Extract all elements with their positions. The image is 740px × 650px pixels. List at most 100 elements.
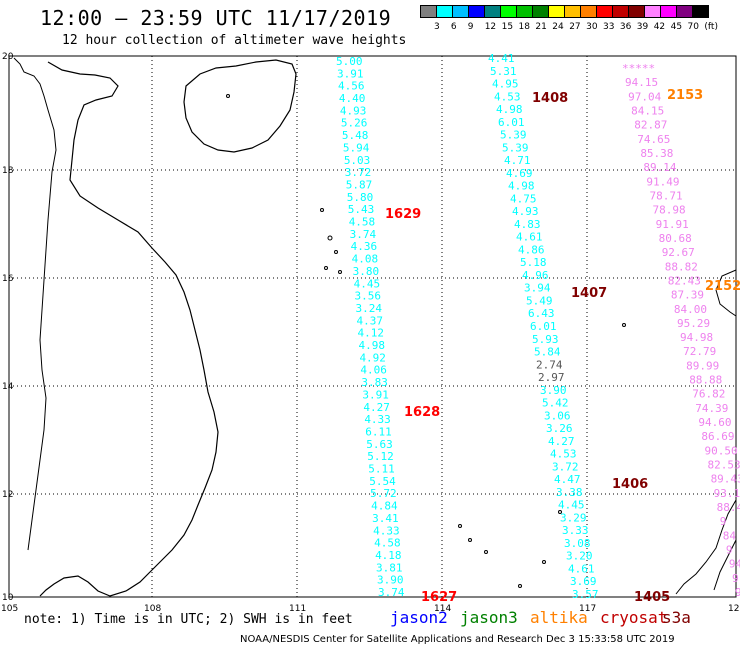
colorbar-label: 45	[670, 22, 683, 32]
swh-value: 3.74	[378, 586, 405, 599]
swh-value: 4.58	[374, 537, 401, 550]
swh-value: 72.79	[683, 345, 716, 358]
swh-value: 3.83	[361, 376, 388, 389]
swh-value: 3.69	[570, 575, 597, 588]
swh-value: 4.37	[357, 314, 384, 327]
swh-value: 93.11	[714, 487, 740, 500]
swh-value: 5.94	[343, 141, 370, 154]
swh-value: 3.91	[337, 67, 364, 80]
swh-value: 3.91	[362, 388, 389, 401]
swh-value: 84.15	[631, 104, 664, 117]
longitude-label: 111	[289, 604, 306, 614]
colorbar-label: 33	[603, 22, 615, 32]
swh-value: 5.63	[366, 438, 393, 451]
swh-value: 4.41	[488, 52, 515, 65]
swh-value: 3.24	[356, 302, 383, 315]
swh-value: 9	[735, 586, 740, 599]
axis-labels: 105 108 111 114 117 120 20 18 16 14 12 10	[1, 52, 740, 614]
colorbar-label: 12	[484, 22, 497, 32]
longitude-label: 108	[144, 604, 161, 614]
swh-value: 3.29	[560, 511, 587, 524]
swh-value: 4.92	[359, 351, 386, 364]
swh-value: 5.54	[369, 475, 396, 488]
swh-value: 78.98	[653, 204, 686, 217]
colorbar-label: 15	[501, 22, 514, 32]
swh-value: 80.68	[659, 232, 692, 245]
legend-jason2: jason2	[390, 608, 448, 627]
map-title: 12:00 – 23:59 UTC 11/17/2019	[40, 6, 392, 30]
swh-value: 86.69	[701, 430, 734, 443]
colorbar-swatch	[692, 5, 709, 18]
swh-value: 5.93	[532, 333, 559, 346]
latitude-label: 18	[2, 166, 14, 176]
swh-value: 4.93	[512, 205, 539, 218]
swh-value: 5.72	[370, 487, 397, 500]
swh-value: 2.74	[536, 358, 563, 371]
swh-value: 4.47	[554, 473, 581, 486]
latitude-label: 20	[2, 52, 14, 62]
latitude-label: 10	[2, 593, 14, 603]
swh-value: 74.39	[695, 402, 728, 415]
swh-value: 3.81	[376, 561, 403, 574]
colorbar-label: 21	[535, 22, 547, 32]
coastline-indochina	[39, 61, 219, 597]
swh-value: 82.53	[708, 459, 740, 472]
swh-value: 4.84	[371, 500, 398, 513]
swh-value: 9	[732, 572, 739, 585]
swh-value: 9	[720, 515, 727, 528]
swh-value: 5.18	[520, 256, 547, 269]
swh-value: 4.27	[363, 401, 390, 414]
pass-time-label: 1629	[385, 207, 421, 222]
swh-value: 92.67	[662, 246, 695, 259]
swh-value: 6.11	[365, 425, 392, 438]
swh-value: 3.90	[540, 384, 567, 397]
latitude-label: 14	[2, 382, 14, 392]
swh-value: 4.98	[358, 339, 385, 352]
swh-value: 84	[723, 529, 737, 542]
colorbar-label: 70	[687, 22, 699, 32]
swh-value: 5.03	[344, 154, 371, 167]
swh-value: 5.80	[347, 191, 374, 204]
swh-value: 88.82	[665, 260, 698, 273]
map-subtitle: 12 hour collection of altimeter wave hei…	[62, 33, 407, 48]
swh-value: 5.43	[348, 203, 375, 216]
swh-value: 4.75	[510, 192, 537, 205]
swh-value: 3.08	[564, 537, 591, 550]
swh-value: 4.53	[550, 448, 577, 461]
swh-value: 82.43	[668, 274, 701, 287]
swh-value: 4.95	[492, 78, 519, 91]
swh-value: 4.45	[558, 499, 585, 512]
longitude-label: 120	[728, 604, 740, 614]
swh-value: 4.69	[506, 167, 533, 180]
swh-value: 4.33	[373, 524, 400, 537]
swh-value: 4.61	[568, 562, 595, 575]
colorbar-label: 24	[552, 22, 564, 32]
swh-value: 78.71	[649, 189, 682, 202]
swh-value: 6.01	[498, 116, 525, 129]
swh-value: 74.65	[637, 133, 670, 146]
swh-value: 9	[726, 544, 733, 557]
swh-value: 4.53	[494, 90, 521, 103]
swh-value: 84.00	[674, 303, 707, 316]
map-frame	[8, 55, 737, 598]
swh-value: 89.43	[711, 473, 740, 486]
longitude-label: 114	[434, 604, 451, 614]
colorbar-label: 39	[636, 22, 649, 32]
pass-time-label: 2152	[705, 279, 740, 294]
pass-time-labels: 1408 2153 1629 1407 2152 1628 1406 1627 1405	[385, 88, 740, 605]
swh-value: 94.98	[680, 331, 713, 344]
swh-value: 4.40	[339, 92, 366, 105]
swh-value: 4.98	[508, 180, 535, 193]
colorbar-label: 18	[518, 22, 530, 32]
swh-value: 4.08	[352, 253, 379, 266]
swh-value: 2.97	[538, 371, 565, 384]
pass-time-label: 1628	[404, 405, 440, 420]
credit-line: NOAA/NESDIS Center for Satellite Applica…	[240, 634, 675, 645]
swh-value: 88.88	[689, 374, 722, 387]
swh-value: *****	[622, 62, 655, 75]
pass-time-label: 2153	[667, 88, 703, 103]
legend-altika: altika	[530, 608, 588, 627]
swh-value: 94.15	[625, 76, 658, 89]
swh-value: 3.41	[372, 512, 399, 525]
